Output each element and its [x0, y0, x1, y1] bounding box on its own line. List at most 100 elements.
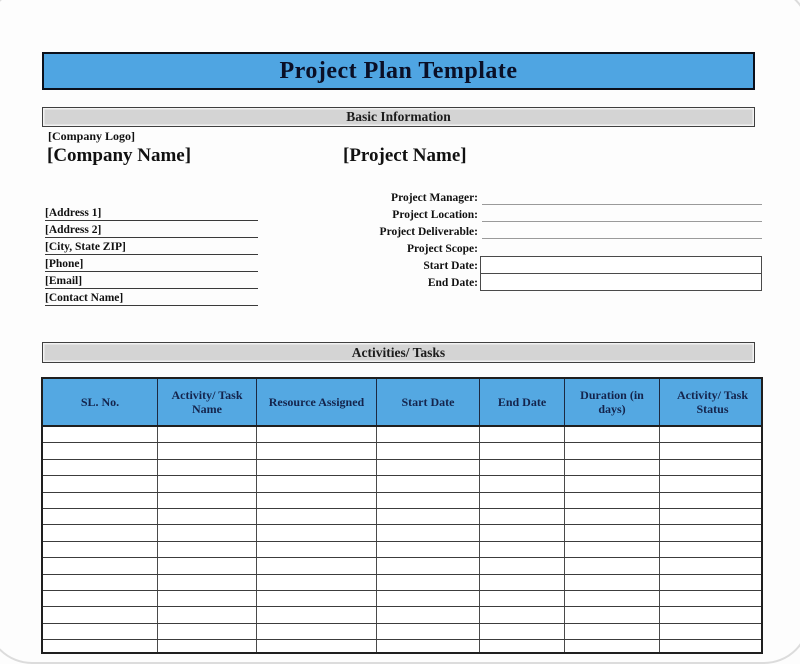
- table-cell[interactable]: [480, 640, 565, 652]
- project-location-input-line[interactable]: [482, 208, 762, 222]
- table-cell[interactable]: [43, 574, 158, 590]
- table-cell[interactable]: [43, 508, 158, 525]
- table-cell[interactable]: [158, 590, 257, 607]
- table-cell[interactable]: [257, 459, 377, 476]
- table-cell[interactable]: [257, 427, 377, 443]
- table-cell[interactable]: [660, 575, 761, 590]
- end-date-input[interactable]: [481, 274, 761, 291]
- table-cell[interactable]: [257, 492, 377, 508]
- table-cell[interactable]: [377, 541, 480, 558]
- table-cell[interactable]: [43, 541, 158, 558]
- table-cell[interactable]: [480, 459, 565, 476]
- table-cell[interactable]: [660, 591, 761, 606]
- table-cell[interactable]: [257, 607, 377, 623]
- table-cell[interactable]: [480, 476, 565, 492]
- table-cell[interactable]: [158, 427, 257, 443]
- table-cell[interactable]: [480, 508, 565, 525]
- table-cell[interactable]: [480, 427, 565, 443]
- table-cell[interactable]: [158, 541, 257, 558]
- table-cell[interactable]: [660, 427, 761, 442]
- start-date-input[interactable]: [481, 257, 761, 274]
- table-cell[interactable]: [480, 590, 565, 607]
- company-logo-placeholder[interactable]: [Company Logo]: [48, 129, 136, 143]
- table-cell[interactable]: [480, 558, 565, 574]
- table-cell[interactable]: [43, 443, 158, 459]
- table-cell[interactable]: [565, 443, 660, 459]
- table-cell[interactable]: [565, 427, 660, 443]
- table-cell[interactable]: [565, 607, 660, 623]
- field-email[interactable]: [Email]: [45, 272, 258, 289]
- table-cell[interactable]: [660, 607, 761, 622]
- table-cell[interactable]: [158, 443, 257, 459]
- table-cell[interactable]: [257, 508, 377, 525]
- table-cell[interactable]: [43, 476, 158, 492]
- table-cell[interactable]: [565, 492, 660, 508]
- table-cell[interactable]: [480, 541, 565, 558]
- table-cell[interactable]: [377, 427, 480, 443]
- table-cell[interactable]: [377, 459, 480, 476]
- table-cell[interactable]: [377, 508, 480, 525]
- field-address-2[interactable]: [Address 2]: [45, 221, 258, 238]
- table-cell[interactable]: [43, 525, 158, 541]
- table-cell[interactable]: [257, 541, 377, 558]
- project-manager-input-line[interactable]: [482, 191, 762, 205]
- project-name-placeholder[interactable]: [Project Name]: [343, 145, 467, 166]
- table-cell[interactable]: [158, 640, 257, 652]
- field-contact-name[interactable]: [Contact Name]: [45, 289, 258, 306]
- table-cell[interactable]: [377, 590, 480, 607]
- table-cell[interactable]: [660, 509, 761, 524]
- field-address-1[interactable]: [Address 1]: [45, 204, 258, 221]
- table-cell[interactable]: [158, 459, 257, 476]
- table-cell[interactable]: [660, 493, 761, 508]
- table-cell[interactable]: [257, 590, 377, 607]
- table-cell[interactable]: [660, 558, 761, 573]
- table-cell[interactable]: [660, 640, 761, 652]
- project-scope-input-area[interactable]: [482, 242, 762, 256]
- table-cell[interactable]: [480, 525, 565, 541]
- table-cell[interactable]: [660, 443, 761, 458]
- table-cell[interactable]: [158, 508, 257, 525]
- table-cell[interactable]: [660, 525, 761, 540]
- table-cell[interactable]: [565, 623, 660, 640]
- table-cell[interactable]: [43, 640, 158, 652]
- table-cell[interactable]: [43, 607, 158, 623]
- table-cell[interactable]: [158, 525, 257, 541]
- field-phone[interactable]: [Phone]: [45, 255, 258, 272]
- table-cell[interactable]: [257, 443, 377, 459]
- table-cell[interactable]: [257, 525, 377, 541]
- table-cell[interactable]: [565, 541, 660, 558]
- table-cell[interactable]: [565, 590, 660, 607]
- table-cell[interactable]: [660, 624, 761, 639]
- table-cell[interactable]: [377, 492, 480, 508]
- project-deliverable-input-line[interactable]: [482, 225, 762, 239]
- table-cell[interactable]: [377, 558, 480, 574]
- table-cell[interactable]: [158, 558, 257, 574]
- table-cell[interactable]: [377, 476, 480, 492]
- table-cell[interactable]: [565, 640, 660, 652]
- table-cell[interactable]: [565, 574, 660, 590]
- table-cell[interactable]: [660, 476, 761, 491]
- table-cell[interactable]: [377, 525, 480, 541]
- table-cell[interactable]: [43, 590, 158, 607]
- table-cell[interactable]: [480, 492, 565, 508]
- table-cell[interactable]: [480, 623, 565, 640]
- table-cell[interactable]: [377, 640, 480, 652]
- table-cell[interactable]: [377, 607, 480, 623]
- table-cell[interactable]: [257, 623, 377, 640]
- table-cell[interactable]: [43, 459, 158, 476]
- table-cell[interactable]: [257, 574, 377, 590]
- table-cell[interactable]: [158, 492, 257, 508]
- table-cell[interactable]: [660, 542, 761, 557]
- table-cell[interactable]: [565, 476, 660, 492]
- table-cell[interactable]: [257, 640, 377, 652]
- table-cell[interactable]: [257, 558, 377, 574]
- table-cell[interactable]: [565, 525, 660, 541]
- table-cell[interactable]: [43, 427, 158, 443]
- table-cell[interactable]: [158, 607, 257, 623]
- table-cell[interactable]: [377, 574, 480, 590]
- table-cell[interactable]: [565, 459, 660, 476]
- table-cell[interactable]: [480, 443, 565, 459]
- table-cell[interactable]: [565, 508, 660, 525]
- table-cell[interactable]: [377, 443, 480, 459]
- table-cell[interactable]: [43, 492, 158, 508]
